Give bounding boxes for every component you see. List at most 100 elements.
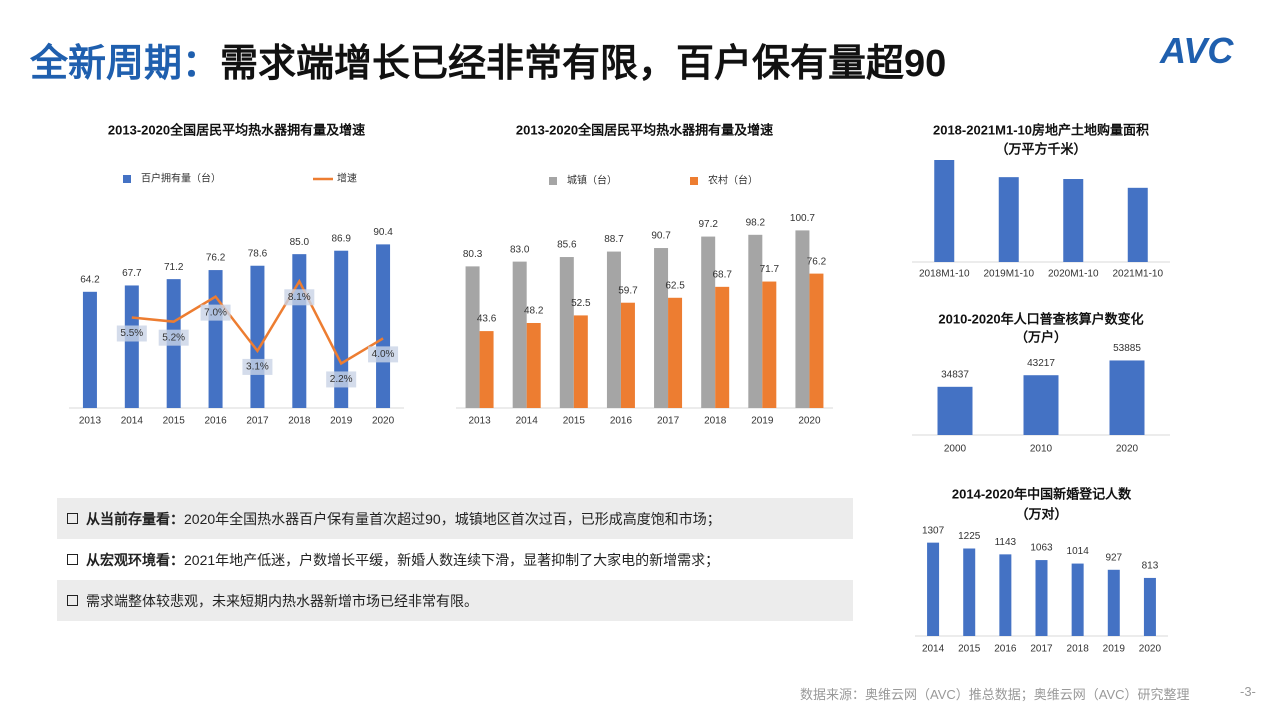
x-tick-label: 2014: [922, 644, 945, 655]
label-bg: [368, 346, 399, 363]
data-label: 98.2: [746, 217, 766, 228]
chart-subtitle: （万平方千米）: [995, 141, 1086, 156]
data-label: 90.7: [651, 231, 671, 242]
bar: [512, 261, 527, 408]
bullet: 需求端整体较悲观，未来短期内热水器新增市场已经非常有限。: [57, 580, 853, 621]
bar: [465, 266, 480, 408]
bar: [748, 234, 763, 408]
x-tick-label: 2015: [563, 416, 586, 427]
label-bg: [242, 358, 273, 375]
bar: [762, 281, 777, 408]
bullet-label: 从当前存量看：: [86, 510, 184, 527]
legend-label: 城镇（台）: [567, 174, 617, 187]
chart-subtitle: （万对）: [1015, 506, 1067, 521]
x-tick-label: 2020: [798, 416, 821, 427]
data-label: 1063: [1030, 543, 1053, 554]
bar: [668, 297, 683, 408]
x-tick-label: 2017: [246, 416, 269, 427]
bar: [208, 270, 223, 408]
x-tick-label: 2018: [288, 416, 311, 427]
bar: [250, 265, 265, 408]
data-label: 5.5%: [120, 328, 143, 339]
bar: [479, 331, 494, 408]
legend-label: 百户拥有量（台）: [141, 172, 221, 185]
data-label: 1143: [995, 537, 1017, 548]
x-tick-label: 2010: [1030, 444, 1053, 455]
bar: [606, 251, 621, 408]
data-label: 76.2: [807, 256, 827, 267]
x-tick-label: 2018M1-10: [919, 269, 970, 280]
title-prefix: 全新周期：: [30, 43, 221, 85]
bar: [82, 291, 97, 408]
bar: [292, 254, 307, 408]
x-tick-label: 2017: [1030, 644, 1053, 655]
bullet: 从当前存量看： 2020年全国热水器百户保有量首次超过90，城镇地区首次过百，已形…: [57, 498, 853, 539]
bar: [334, 250, 349, 408]
label-bg: [200, 304, 231, 321]
chart-title: 2014-2020年中国新婚登记人数: [952, 486, 1132, 501]
x-tick-label: 2016: [204, 416, 227, 427]
data-label: 48.2: [524, 306, 544, 317]
bar: [1109, 360, 1145, 435]
data-label: 813: [1142, 561, 1159, 572]
data-label: 1014: [1067, 546, 1090, 557]
bar: [1063, 179, 1084, 262]
data-label: 8.1%: [288, 292, 311, 303]
x-tick-label: 2013: [468, 416, 491, 427]
x-tick-label: 2017: [657, 416, 680, 427]
data-label: 83.0: [510, 244, 530, 255]
data-label: 1307: [922, 525, 945, 536]
data-label: 43217: [1027, 358, 1055, 369]
bar: [654, 248, 669, 408]
data-label: 71.7: [760, 264, 780, 275]
data-label: 62.5: [665, 280, 685, 291]
bar: [795, 230, 810, 408]
bar: [937, 386, 973, 435]
bar: [620, 302, 635, 408]
chart-title: 2013-2020全国居民平均热水器拥有量及增速: [516, 122, 773, 137]
x-tick-label: 2020: [1139, 644, 1162, 655]
label-bg: [158, 329, 189, 346]
data-label: 34837: [941, 369, 969, 380]
x-tick-label: 2019: [1103, 644, 1126, 655]
legend-swatch: [123, 175, 131, 183]
bar: [998, 177, 1019, 262]
page-number: -3-: [1240, 684, 1256, 699]
x-tick-label: 2015: [958, 644, 981, 655]
data-label: 97.2: [698, 219, 718, 230]
data-label: 80.3: [463, 249, 483, 260]
label-bg: [326, 371, 357, 388]
data-label: 59.7: [618, 285, 638, 296]
bar: [1023, 375, 1059, 435]
chart-title: 2018-2021M1-10房地产土地购量面积: [933, 122, 1149, 137]
bar: [1143, 577, 1156, 636]
line: [131, 278, 384, 366]
data-label: 68.7: [712, 269, 732, 280]
chart-title: 2013-2020全国居民平均热水器拥有量及增速: [108, 122, 365, 137]
data-label: 3.1%: [246, 362, 269, 373]
slide-title: 全新周期：需求端增长已经非常有限，百户保有量超90: [30, 32, 946, 87]
title-text: 需求端增长已经非常有限，百户保有量超90: [220, 43, 947, 85]
chart-title: 2010-2020年人口普查核算户数变化: [938, 311, 1143, 326]
data-label: 927: [1105, 552, 1122, 563]
x-tick-label: 2016: [610, 416, 633, 427]
bar: [559, 257, 574, 408]
x-tick-label: 2013: [79, 416, 102, 427]
label-bg: [284, 289, 315, 306]
data-label: 100.7: [790, 213, 815, 224]
data-label: 86.9: [331, 233, 351, 244]
data-label: 1225: [958, 531, 981, 542]
data-label: 5.2%: [162, 332, 185, 343]
bar: [934, 160, 955, 262]
data-label: 64.2: [80, 274, 100, 285]
logo: AVC: [1160, 30, 1234, 71]
data-label: 7.0%: [204, 307, 227, 318]
bullet-label: 从宏观环境看：: [86, 551, 184, 568]
x-tick-label: 2019: [330, 416, 353, 427]
data-label: 2.2%: [330, 374, 353, 385]
x-tick-label: 2021M1-10: [1112, 269, 1163, 280]
data-label: 43.6: [477, 314, 497, 325]
bar: [963, 548, 976, 636]
x-tick-label: 2020: [1116, 444, 1139, 455]
